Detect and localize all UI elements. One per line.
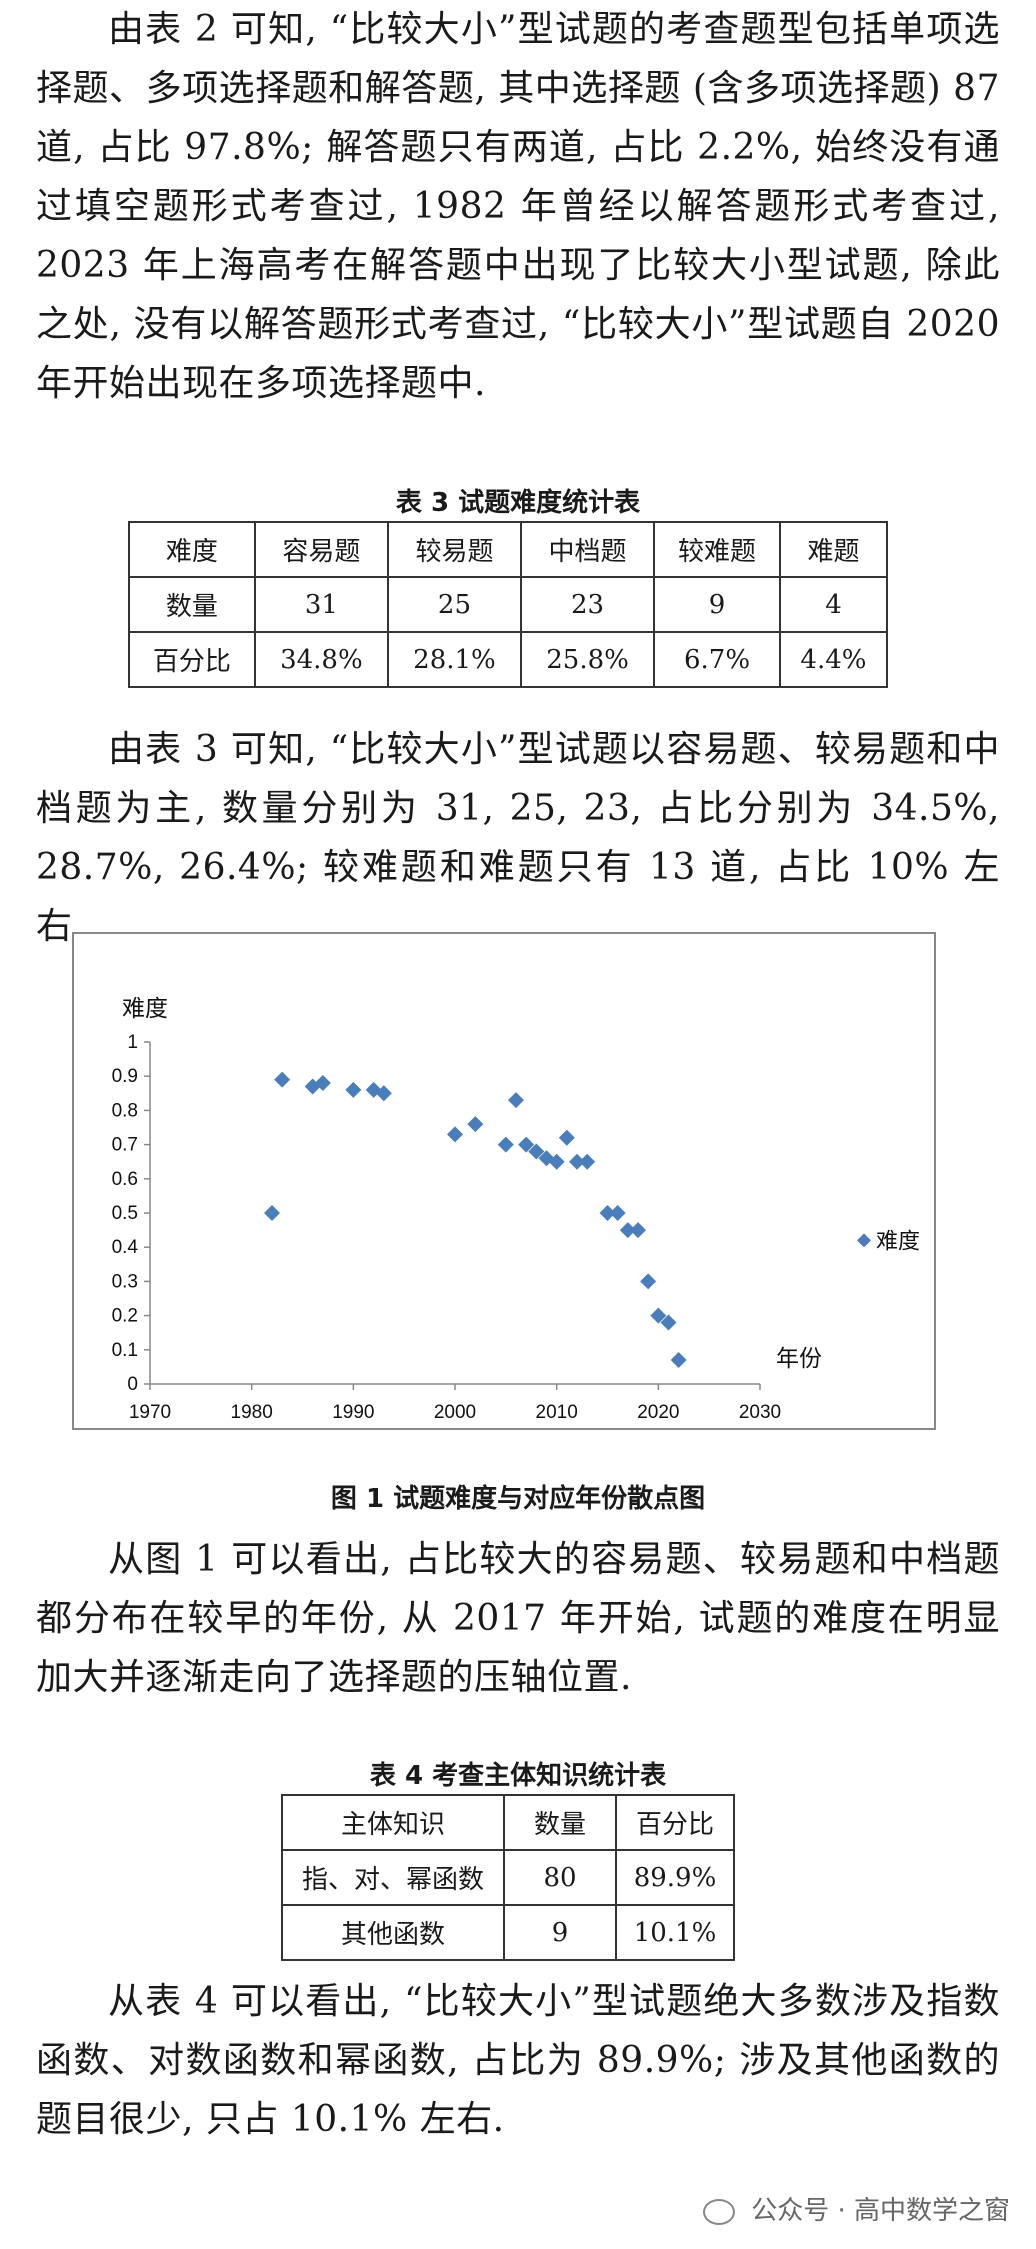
table-cell: 指、对、幂函数 [281, 1849, 505, 1906]
table-cell: 9 [503, 1904, 617, 1961]
data-point [528, 1143, 545, 1160]
table-row: 数量 31 25 23 9 4 [128, 576, 889, 633]
table-cell: 28.1% [386, 631, 523, 688]
data-point [609, 1205, 626, 1221]
data-point [630, 1222, 646, 1239]
table-cell: 其他函数 [281, 1904, 505, 1961]
data-point [619, 1222, 636, 1239]
data-point [345, 1081, 362, 1098]
figure1-caption: 图 1 试题难度与对应年份散点图 [330, 1484, 706, 1514]
data-point [274, 1071, 291, 1088]
legend-label: 难度 [876, 1228, 920, 1253]
wechat-icon [702, 2198, 735, 2225]
data-point [518, 1136, 535, 1153]
table-header-cell: 难度 [128, 521, 256, 578]
table-cell: 10.1% [615, 1904, 735, 1961]
data-point [304, 1078, 321, 1095]
table3-caption: 表 3 试题难度统计表 [395, 488, 641, 518]
table-header-cell: 百分比 [615, 1794, 735, 1851]
watermark-text: 公众号 · 高中数学之窗 [751, 2196, 1010, 2226]
data-point [660, 1314, 677, 1331]
paragraph-table3-analysis: 由表 3 可知, “比较大小”型试题以容易题、较易题和中档题为主, 数量分别为 … [36, 729, 1000, 947]
table-header-row: 难度 容易题 较易题 中档题 较难题 难题 [128, 521, 889, 578]
table-cell: 6.7% [653, 631, 781, 688]
difficulty-year-scatter-chart: 0 0.1 0.2 0.3 0.4 0.5 0.6 0.7 0.8 0.9 1 1970 1980 199… [72, 932, 936, 1430]
y-tick-label: 0.4 [112, 1237, 139, 1258]
table-header-cell: 较难题 [653, 521, 781, 578]
table-cell: 数量 [128, 576, 256, 633]
paragraph-table4-analysis: 从表 4 可以看出, “比较大小”型试题绝大多数涉及指数函数、对数函数和幂函数,… [36, 1981, 1000, 2140]
y-tick-label: 0.3 [112, 1271, 138, 1292]
legend-marker [857, 1233, 871, 1248]
table-cell: 9 [653, 576, 781, 633]
y-axis-label: 难度 [122, 995, 168, 1021]
table-cell: 25 [386, 576, 523, 633]
scatter-plot-svg: 0 0.1 0.2 0.3 0.4 0.5 0.6 0.7 0.8 0.9 1 1970 1980 199… [112, 995, 920, 1423]
data-point [670, 1352, 687, 1369]
y-tick-label: 0.2 [112, 1306, 138, 1327]
data-point [558, 1129, 575, 1146]
table4-caption: 表 4 考查主体知识统计表 [369, 1761, 667, 1791]
table-header-cell: 主体知识 [281, 1794, 505, 1851]
table-cell: 4.4% [778, 631, 889, 688]
table-row: 百分比 34.8% 28.1% 25.8% 6.7% 4.4% [128, 631, 889, 688]
y-tick-label: 0.7 [112, 1135, 138, 1156]
x-tick-label: 2020 [637, 1402, 679, 1423]
table-header-cell: 较易题 [386, 521, 523, 578]
table-cell: 34.8% [253, 631, 389, 688]
table-cell: 89.9% [615, 1849, 735, 1906]
data-point [599, 1205, 616, 1221]
data-point [467, 1116, 484, 1133]
table-header-cell: 数量 [503, 1794, 617, 1851]
x-axis-label: 年份 [776, 1345, 822, 1371]
x-tick-label: 1990 [332, 1402, 374, 1423]
table-cell: 80 [503, 1849, 617, 1906]
data-point [640, 1273, 657, 1290]
y-tick-label: 0.8 [112, 1100, 138, 1121]
table-header-cell: 中档题 [519, 521, 656, 578]
table-header-cell: 容易题 [253, 521, 389, 578]
watermark: 公众号 · 高中数学之窗 [702, 2190, 1010, 2227]
x-tick-label: 2000 [434, 1402, 476, 1423]
table-row: 指、对、幂函数 80 89.9% [281, 1849, 735, 1906]
data-point [548, 1153, 565, 1170]
paragraph-figure1-analysis: 从图 1 可以看出, 占比较大的容易题、较易题和中档题都分布在较早的年份, 从 … [36, 1539, 1000, 1698]
data-point [579, 1153, 596, 1170]
table-header-row: 主体知识 数量 百分比 [281, 1794, 735, 1851]
data-point [497, 1136, 514, 1153]
table-header-cell: 难题 [778, 521, 889, 578]
table-cell: 31 [253, 576, 389, 633]
y-tick-label: 0.6 [112, 1169, 138, 1190]
y-tick-label: 0.1 [112, 1340, 138, 1361]
data-point [447, 1126, 463, 1143]
data-point [264, 1205, 280, 1221]
difficulty-stats-table: 难度 容易题 较易题 中档题 较难题 难题 数量 31 25 23 9 4 百分… [128, 521, 889, 688]
data-point [538, 1150, 555, 1167]
y-tick-label: 0.5 [112, 1203, 138, 1224]
y-tick-label: 0 [127, 1374, 138, 1395]
table-cell: 4 [778, 576, 889, 633]
y-tick-label: 0.9 [112, 1066, 138, 1087]
x-tick-label: 1980 [231, 1402, 273, 1423]
knowledge-stats-table: 主体知识 数量 百分比 指、对、幂函数 80 89.9% 其他函数 9 10.1… [281, 1794, 735, 1961]
x-tick-label: 2030 [739, 1402, 781, 1423]
data-point [569, 1153, 585, 1170]
y-tick-label: 1 [127, 1032, 138, 1053]
table-cell: 百分比 [128, 631, 256, 688]
data-point [375, 1085, 392, 1102]
data-point [650, 1307, 667, 1324]
paragraph-table2-analysis: 由表 2 可知, “比较大小”型试题的考查题型包括单项选择题、多项选择题和解答题… [36, 9, 1000, 404]
table-cell: 25.8% [519, 631, 656, 688]
x-tick-label: 1970 [129, 1402, 171, 1423]
table-row: 其他函数 9 10.1% [281, 1904, 735, 1961]
x-tick-label: 2010 [536, 1402, 578, 1423]
data-point [314, 1075, 331, 1092]
table-cell: 23 [519, 576, 656, 633]
data-point [508, 1092, 524, 1109]
